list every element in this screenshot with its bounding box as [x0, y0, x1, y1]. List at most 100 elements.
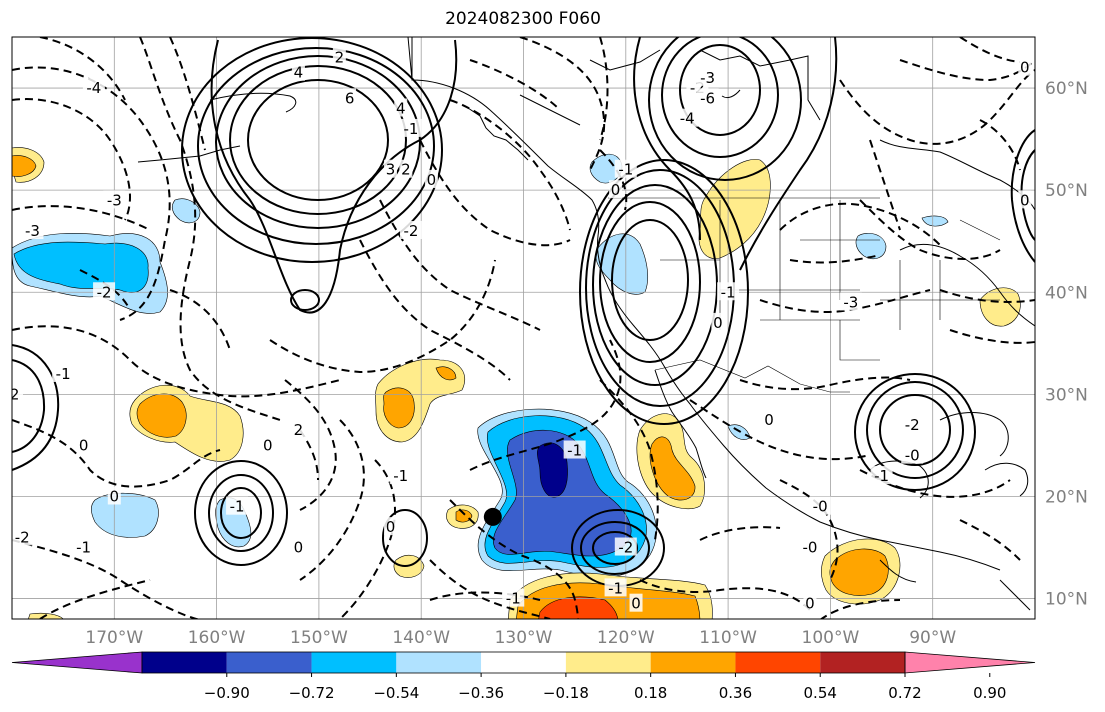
colorbar-tick-label: −0.54: [373, 684, 419, 702]
colorbar-segment: [820, 652, 905, 673]
contour-label: 0: [386, 518, 396, 536]
colorbar-segment: [565, 652, 651, 673]
dashed-contour: [959, 519, 1021, 561]
contour-label: 4: [294, 64, 304, 82]
solid-contour: [647, 37, 803, 181]
contour-label-bg: [291, 62, 305, 81]
solid-contour: [579, 521, 651, 575]
contour-label-bg: [12, 384, 23, 403]
dashed-contour: [429, 591, 541, 601]
contour-label-bg: [82, 78, 105, 97]
dashed-contour: [299, 419, 365, 581]
solid-contour: [739, 37, 838, 271]
contour-label: 2: [401, 161, 411, 179]
contour-label: -6: [700, 89, 715, 107]
contour-label-bg: [399, 221, 422, 239]
shade-negative-light: [855, 233, 887, 259]
contour-label: 0: [1020, 191, 1030, 209]
dashed-contour: [169, 289, 231, 351]
contour-label-bg: [901, 415, 924, 433]
dashed-contour: [12, 539, 201, 619]
longitude-tick-label: 140°W: [392, 628, 450, 648]
contour-label: 4: [396, 99, 406, 117]
shade-positive: [649, 436, 696, 501]
dashed-contour: [959, 37, 1021, 63]
dashed-contour: [39, 579, 151, 619]
contour-label: 0: [1020, 59, 1030, 77]
solid-contour: [193, 460, 289, 566]
solid-contour: [570, 509, 666, 587]
colorbar-tick-label: 0.54: [804, 684, 837, 702]
contour-label-bg: [399, 118, 422, 137]
contour-label-bg: [12, 527, 34, 546]
colorbar-tick-label: 0.90: [973, 684, 1006, 702]
contour-label: -3: [107, 191, 122, 209]
shade-positive: [12, 155, 37, 177]
dashed-contour: [949, 329, 1035, 344]
contour-label: 0: [263, 436, 273, 454]
solid-contour: [591, 184, 719, 386]
contour-label: -1: [230, 498, 245, 516]
shade-positive: [455, 509, 473, 523]
solid-contour: [660, 37, 780, 158]
dashed-contour: [12, 205, 151, 231]
contour-label: -0: [905, 447, 920, 465]
contour-label-bg: [332, 47, 346, 66]
contour-label: -3: [25, 222, 40, 240]
contour-label: -1: [618, 161, 633, 179]
dashed-contour: [12, 98, 131, 221]
longitude-tick-label: 170°W: [85, 628, 143, 648]
contour-label-bg: [629, 593, 643, 612]
colorbar-tick-label: −0.72: [289, 684, 335, 702]
longitude-tick-label: 90°W: [909, 628, 956, 648]
dashed-contour: [449, 99, 571, 231]
dashed-contour: [699, 526, 781, 541]
contour-label: -1: [393, 467, 408, 485]
solid-contour: [246, 79, 390, 201]
contour-label: 2: [294, 421, 304, 439]
storm-center-marker: [483, 507, 502, 526]
shade-negative-strong: [537, 442, 568, 498]
contour-label: 0: [427, 171, 437, 189]
longitude-tick-label: 130°W: [495, 628, 553, 648]
colorbar-segment: [226, 652, 312, 673]
shade-negative-light: [171, 198, 201, 224]
contour-label-bg: [614, 159, 637, 178]
contour-label-bg: [107, 486, 121, 505]
contour-label: -2: [905, 416, 920, 434]
solid-contour: [228, 65, 408, 215]
contour-label: -4: [680, 110, 695, 128]
contour-label: -2: [15, 528, 30, 546]
dashed-contour: [979, 119, 1021, 171]
dashed-contour: [899, 59, 1035, 82]
contour-label-bg: [226, 496, 249, 515]
contour-label: -1: [403, 120, 418, 138]
contour-label: -2: [97, 283, 112, 301]
solid-contour: [1010, 129, 1035, 263]
longitude-tick-label: 100°W: [802, 628, 860, 648]
contour-label-bg: [901, 445, 924, 464]
colorbar-segment: [311, 652, 397, 673]
dashed-contour: [169, 37, 206, 151]
latitude-tick-label: 10°N: [1045, 590, 1088, 610]
colorbar-segment: [142, 652, 227, 673]
shade-positive: [435, 366, 457, 381]
colorbar-extend-high: [904, 651, 1036, 674]
dashed-contour: [284, 379, 337, 511]
dashed-contour: [12, 419, 221, 488]
contour-label: 0: [631, 595, 641, 613]
contour-label: -1: [721, 283, 736, 301]
solid-contour: [598, 201, 702, 363]
contour-label-bg: [291, 420, 305, 439]
contour-label: -1: [567, 442, 582, 460]
contour-label: -1: [874, 467, 889, 485]
dashed-contour: [839, 69, 1035, 145]
contour-label-bg: [502, 588, 525, 607]
contour-label: -3: [843, 293, 858, 311]
contour-label-bg: [384, 159, 398, 178]
latitude-tick-label: 20°N: [1045, 487, 1088, 507]
solid-contour: [578, 159, 750, 425]
colorbar-tick-label: −0.36: [458, 684, 504, 702]
dashed-contour: [469, 59, 561, 111]
latitude-tick-label: 50°N: [1045, 181, 1088, 201]
